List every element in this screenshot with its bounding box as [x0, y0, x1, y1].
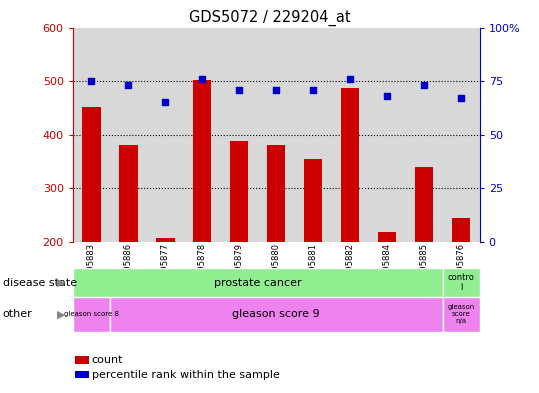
Point: [420, 82, 429, 88]
Point: [383, 93, 391, 99]
Bar: [331, 28, 369, 242]
Text: gleason score 9: gleason score 9: [232, 309, 320, 320]
Point: [457, 95, 466, 101]
Bar: [378, 232, 397, 242]
Bar: [119, 145, 137, 242]
Bar: [184, 28, 221, 242]
Text: GDS5072 / 229204_at: GDS5072 / 229204_at: [189, 10, 350, 26]
Bar: [415, 167, 433, 242]
Bar: [443, 268, 480, 297]
Text: percentile rank within the sample: percentile rank within the sample: [92, 369, 280, 380]
Bar: [193, 80, 211, 242]
Bar: [110, 28, 147, 242]
Text: gleason score 8: gleason score 8: [64, 311, 119, 318]
Bar: [147, 28, 184, 242]
Text: gleason
score
n/a: gleason score n/a: [447, 305, 475, 324]
Bar: [443, 28, 480, 242]
Text: prostate cancer: prostate cancer: [214, 277, 301, 288]
Point: [198, 76, 206, 82]
Bar: [221, 28, 258, 242]
Point: [124, 82, 133, 88]
Bar: [443, 297, 480, 332]
Bar: [406, 28, 443, 242]
Point: [272, 86, 281, 93]
Bar: [230, 141, 248, 242]
Bar: [369, 28, 406, 242]
Text: other: other: [3, 309, 32, 320]
Bar: [304, 159, 322, 242]
Point: [161, 99, 170, 106]
Point: [235, 86, 244, 93]
Bar: [295, 28, 331, 242]
Bar: [73, 297, 110, 332]
Bar: [341, 88, 360, 242]
Bar: [156, 238, 175, 242]
Bar: [258, 28, 295, 242]
Text: ▶: ▶: [57, 309, 66, 320]
Point: [309, 86, 317, 93]
Point: [87, 78, 95, 84]
Point: [346, 76, 355, 82]
Bar: [267, 145, 286, 242]
Text: count: count: [92, 355, 123, 365]
Text: ▶: ▶: [57, 277, 66, 288]
Bar: [452, 218, 471, 242]
Text: contro
l: contro l: [448, 273, 475, 292]
Text: disease state: disease state: [3, 277, 77, 288]
Bar: [110, 297, 443, 332]
Bar: [73, 28, 110, 242]
Bar: [82, 107, 100, 242]
